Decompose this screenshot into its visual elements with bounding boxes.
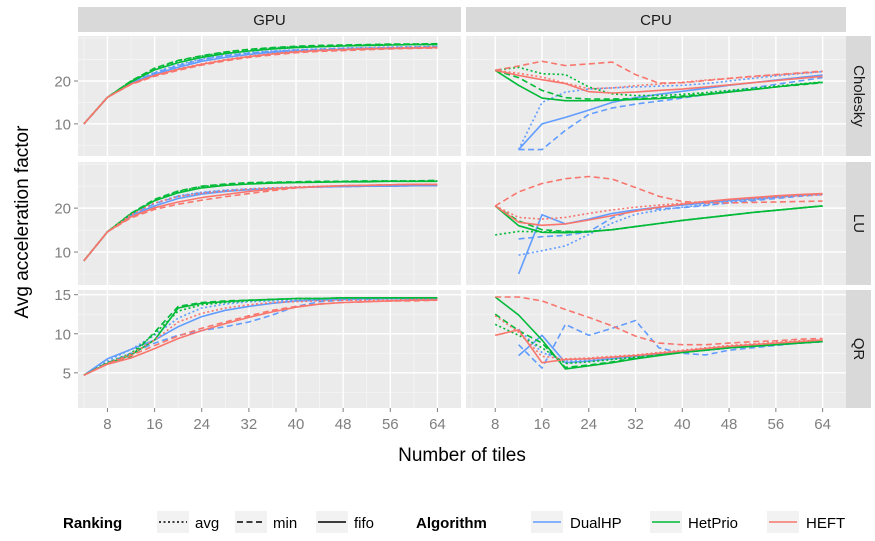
series-heft-avg-cholesky-cpu [495,69,823,90]
x-tick-label: 24 [580,416,597,433]
panel-background [466,290,846,408]
series-heft-min-qr-gpu [83,299,438,376]
x-tick-label: 48 [335,416,352,433]
legend-key-avg [157,511,189,533]
x-tick-label: 8 [491,416,499,433]
series-heft-fifo-cholesky-cpu [495,69,823,94]
y-axis-layer: 10 20 10 20 5 10 15 [54,74,78,382]
y-tick-label: 10 [54,245,71,262]
series-hetprio-min-qr-cpu [494,313,823,369]
series-dualhp-min-lu-gpu [83,184,438,262]
column-strip-gpu-label: GPU [253,12,286,29]
x-tick-label: 24 [193,416,210,433]
column-strip-cpu [466,7,846,32]
panels-layer [78,36,846,408]
x-tick-label: 56 [382,416,399,433]
series-heft-min-lu-gpu [83,183,438,262]
series-heft-avg-qr-gpu [83,298,438,376]
legend-algorithm-title: Algorithm [416,515,487,532]
row-strip-lu-label: LU [850,214,867,233]
x-tick-label: 64 [814,416,831,433]
series-dualhp-avg-cholesky-cpu [517,70,823,150]
legend-ranking-title: Ranking [63,515,122,532]
column-strip-cpu-label: CPU [640,12,672,29]
series-hetprio-avg-lu-cpu [495,205,823,236]
panel-lu-cpu [466,162,846,285]
panel-background [466,36,846,156]
legend-key-hetprio [650,511,682,533]
y-tick-label: 10 [54,326,71,343]
legend-key-fifo [316,511,348,533]
legend: Ranking avg min fifo Algorithm DualHP He… [63,511,845,533]
series-heft-fifo-lu-cpu [494,192,823,227]
strips-layer: GPU CPU Cholesky LU QR [78,7,871,408]
row-strip-qr-label: QR [850,338,867,361]
series-hetprio-avg-lu-gpu [83,180,438,262]
x-tick-label: 16 [146,416,163,433]
x-tick-label: 56 [768,416,785,433]
series-hetprio-avg-qr-gpu [83,296,438,376]
legend-label-min: min [273,515,297,532]
y-tick-label: 15 [54,287,71,304]
panel-qr-cpu [466,290,846,408]
y-axis-title: Avg acceleration factor [12,125,33,319]
legend-label-fifo: fifo [354,515,374,532]
x-tick-label: 40 [674,416,691,433]
y-tick-label: 20 [54,74,71,91]
series-hetprio-avg-cholesky-cpu [495,66,823,97]
series-hetprio-avg-qr-cpu [494,323,823,365]
x-axis-title: Number of tiles [398,445,526,466]
legend-key-min [235,511,267,533]
series-dualhp-min-lu-cpu [518,193,823,240]
x-axis-layer: 8 16 24 32 40 48 56 64 8 16 24 32 40 48 56 64 [103,408,831,433]
x-tick-label: 64 [429,416,446,433]
series-dualhp-avg-cholesky-gpu [83,45,438,125]
series-heft-avg-lu-cpu [494,194,823,220]
legend-label-avg: avg [195,515,219,532]
x-tick-label: 16 [534,416,551,433]
x-tick-label: 32 [241,416,258,433]
series-hetprio-avg-cholesky-gpu [83,43,438,125]
panel-cholesky-gpu [78,36,461,156]
row-strip-qr [846,290,871,408]
series-heft-fifo-cholesky-gpu [83,46,438,125]
series-dualhp-avg-qr-gpu [83,297,438,376]
legend-label-heft: HEFT [806,515,845,532]
series-hetprio-min-cholesky-cpu [494,69,823,100]
x-tick-label: 48 [721,416,738,433]
series-dualhp-min-qr-cpu [518,319,823,369]
series-dualhp-min-qr-gpu [83,297,438,376]
series-heft-min-lu-cpu [494,175,823,207]
row-strip-lu [846,162,871,285]
panel-background [78,290,461,408]
legend-label-dualhp: DualHP [570,515,622,532]
panel-lu-gpu [78,162,461,285]
legend-label-hetprio: HetPrio [688,515,738,532]
legend-key-dualhp [531,511,563,533]
row-strip-cholesky-label: Cholesky [850,65,867,127]
row-strip-cholesky [846,36,871,156]
panel-cholesky-cpu [466,36,846,156]
y-tick-label: 10 [54,116,71,133]
series-heft-min-cholesky-gpu [83,47,438,125]
series-heft-min-qr-cpu [495,296,823,346]
column-strip-gpu [78,7,461,32]
x-tick-label: 40 [288,416,305,433]
legend-key-heft [767,511,799,533]
series-dualhp-min-cholesky-cpu [518,76,823,151]
panel-qr-gpu [78,290,461,408]
y-tick-label: 20 [54,201,71,218]
x-tick-label: 8 [103,416,111,433]
series-heft-avg-qr-cpu [494,315,823,360]
y-tick-label: 5 [63,365,71,382]
x-tick-label: 32 [627,416,644,433]
series-hetprio-min-lu-cpu [494,205,823,233]
